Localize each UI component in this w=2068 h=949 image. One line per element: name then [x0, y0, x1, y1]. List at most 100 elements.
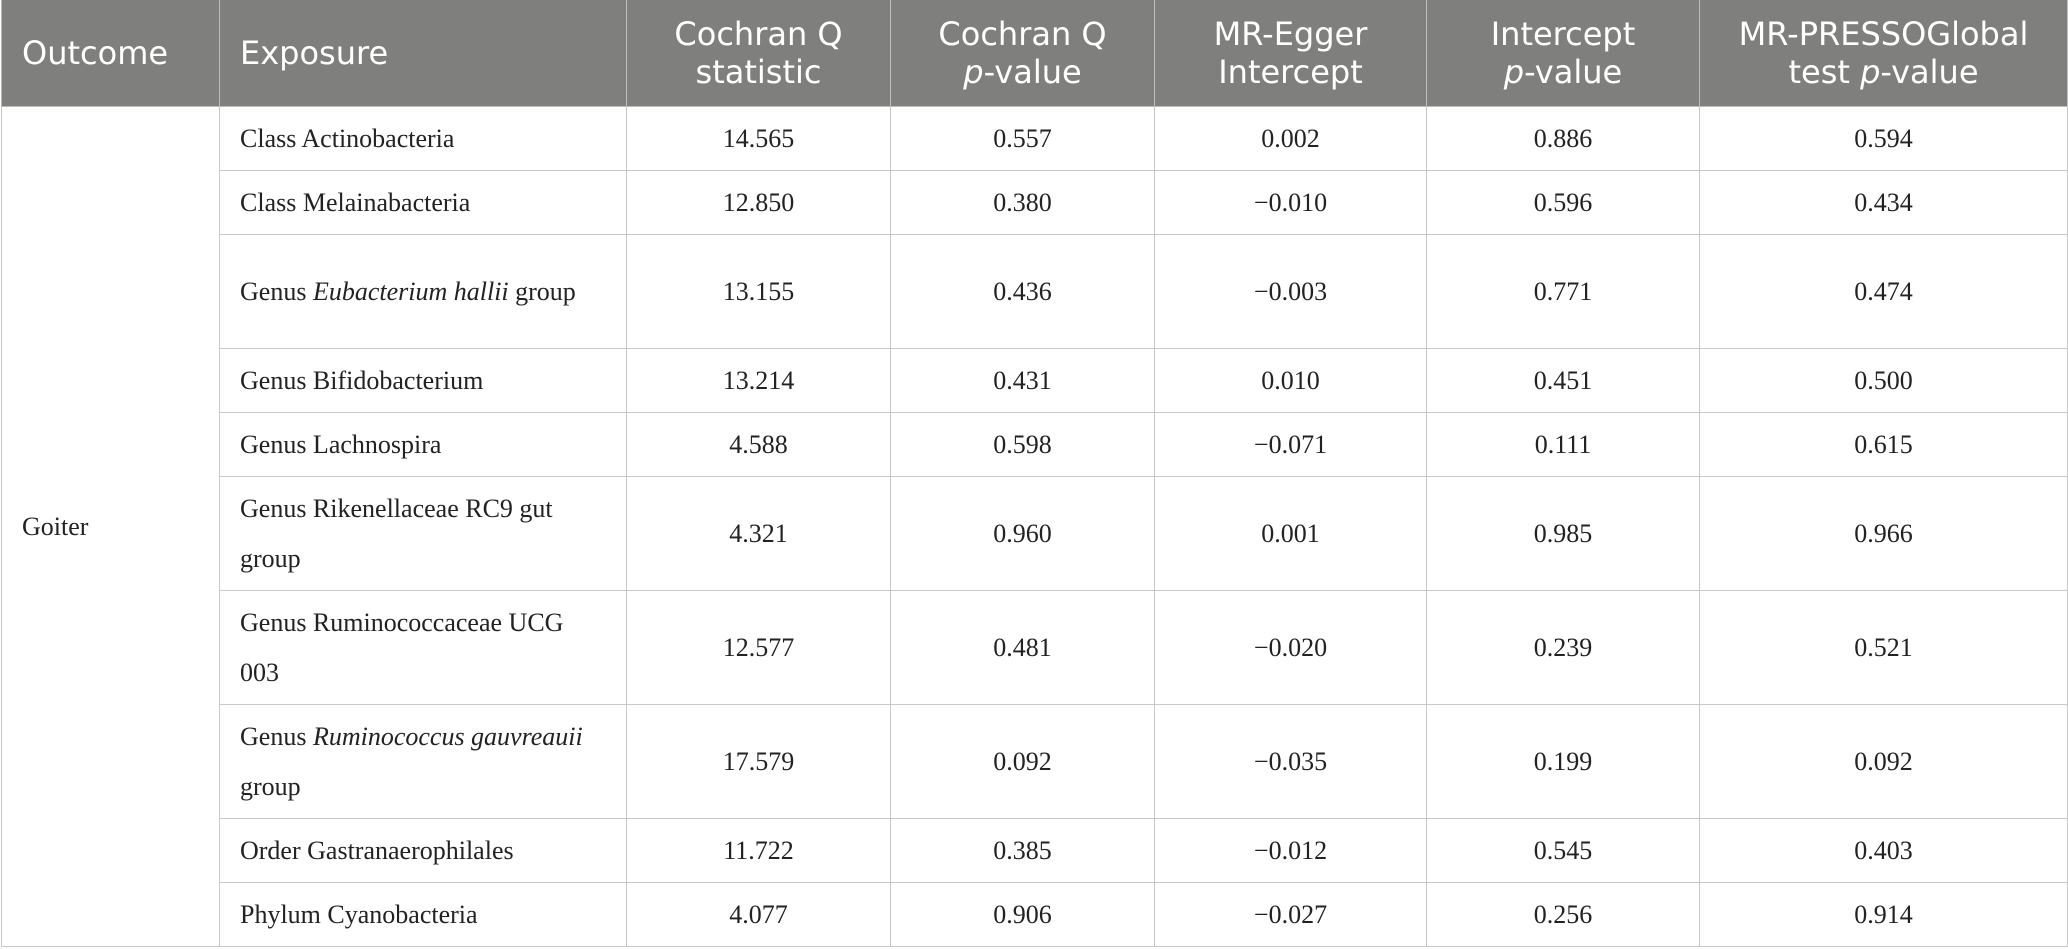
intercept-pvalue-cell: 0.545	[1426, 818, 1700, 883]
header-value-suffix: -value	[1880, 53, 1979, 91]
outcome-cell: Goiter	[1, 106, 220, 947]
exposure-text: Genus Bifidobacterium	[240, 365, 484, 395]
intercept-pvalue-cell: 0.985	[1426, 476, 1700, 591]
exposure-cell: Class Melainabacteria	[219, 170, 627, 235]
mr-egger-intercept-cell: −0.035	[1154, 704, 1427, 819]
cochran-q-statistic-cell: 4.588	[626, 412, 891, 477]
table-row: Goiter Class Actinobacteria 14.565 0.557 0.0…	[1, 106, 2068, 947]
exposure-text-suffix: group	[508, 276, 576, 306]
header-intercept-pvalue-line2: p-value	[1439, 53, 1687, 91]
exposure-text: Genus Rikenellaceae RC9 gut group	[240, 493, 553, 573]
header-mr-egger-intercept: MR-Egger Intercept	[1154, 0, 1427, 107]
cochran-q-statistic-cell: 17.579	[626, 704, 891, 819]
mr-egger-intercept-cell: 0.002	[1154, 106, 1427, 171]
mr-presso-pvalue-cell: 0.521	[1699, 590, 2068, 705]
header-intercept-pvalue-line1: Intercept	[1490, 15, 1636, 53]
intercept-pvalue-cell: 0.199	[1426, 704, 1700, 819]
cochran-q-pvalue-cell: 0.598	[890, 412, 1155, 477]
table-row: Order Gastranaerophilales 11.722 0.385 −0.0…	[2, 818, 2068, 883]
mr-presso-pvalue-cell: 0.434	[1699, 170, 2068, 235]
header-mr-presso-line1: MR-PRESSOGlobal	[1738, 15, 2029, 53]
header-value-suffix: -value	[1524, 53, 1623, 91]
exposure-text: Order Gastranaerophilales	[240, 835, 514, 865]
exposure-text: Genus Lachnospira	[240, 429, 442, 459]
exposure-text: Genus Ruminococcaceae UCG 003	[240, 607, 564, 687]
exposure-cell: Genus Ruminococcaceae UCG 003	[219, 590, 627, 705]
header-p-italic: p	[1860, 53, 1881, 91]
cochran-q-pvalue-cell: 0.436	[890, 234, 1155, 349]
exposure-text: Class Actinobacteria	[240, 123, 455, 153]
table-row: Genus Eubacterium hallii group 13.155 0.43…	[2, 234, 2068, 349]
intercept-pvalue-cell: 0.239	[1426, 590, 1700, 705]
exposure-italic-text: Eubacterium hallii	[312, 276, 509, 306]
mr-presso-pvalue-cell: 0.615	[1699, 412, 2068, 477]
header-cochran-q-statistic: Cochran Q statistic	[626, 0, 891, 107]
mr-presso-pvalue-cell: 0.594	[1699, 106, 2068, 171]
intercept-pvalue-cell: 0.111	[1426, 412, 1700, 477]
table-row: Genus Ruminococcus gauvreauii group 17.57…	[2, 704, 2068, 819]
cochran-q-pvalue-cell: 0.385	[890, 818, 1155, 883]
cochran-q-pvalue-cell: 0.431	[890, 348, 1155, 413]
table-row: Genus Lachnospira 4.588 0.598 −0.071 0.111 0.…	[2, 412, 2068, 477]
cochran-q-pvalue-cell: 0.092	[890, 704, 1155, 819]
cochran-q-pvalue-cell: 0.960	[890, 476, 1155, 591]
exposure-cell: Genus Lachnospira	[219, 412, 627, 477]
exposure-cell: Genus Eubacterium hallii group	[219, 234, 627, 349]
header-cochran-q-pvalue-line2: p-value	[903, 53, 1142, 91]
mr-presso-pvalue-cell: 0.403	[1699, 818, 2068, 883]
exposure-cell: Order Gastranaerophilales	[219, 818, 627, 883]
cochran-q-statistic-cell: 14.565	[626, 106, 891, 171]
mr-egger-intercept-cell: −0.020	[1154, 590, 1427, 705]
cochran-q-pvalue-cell: 0.481	[890, 590, 1155, 705]
intercept-pvalue-cell: 0.256	[1426, 882, 1700, 947]
mr-presso-pvalue-cell: 0.914	[1699, 882, 2068, 947]
table-row: Class Melainabacteria 12.850 0.380 −0.010 0.…	[2, 170, 2068, 235]
header-cochran-q-pvalue-line1: Cochran Q	[938, 15, 1107, 53]
exposure-cell: Genus Rikenellaceae RC9 gut group	[219, 476, 627, 591]
cochran-q-statistic-cell: 13.155	[626, 234, 891, 349]
mr-egger-intercept-cell: 0.010	[1154, 348, 1427, 413]
exposure-cell: Phylum Cyanobacteria	[219, 882, 627, 947]
mr-presso-pvalue-cell: 0.966	[1699, 476, 2068, 591]
cochran-q-pvalue-cell: 0.557	[890, 106, 1155, 171]
cochran-q-pvalue-cell: 0.906	[890, 882, 1155, 947]
table-row: Genus Bifidobacterium 13.214 0.431 0.010 0.4…	[2, 348, 2068, 413]
intercept-pvalue-cell: 0.886	[1426, 106, 1700, 171]
header-mr-presso-global: MR-PRESSOGlobal test p-value	[1699, 0, 2068, 107]
exposure-cell: Genus Ruminococcus gauvreauii group	[219, 704, 627, 819]
intercept-pvalue-cell: 0.451	[1426, 348, 1700, 413]
exposure-text: Genus	[240, 276, 313, 306]
table-row: Genus Rikenellaceae RC9 gut group 4.321 0.…	[2, 476, 2068, 591]
cochran-q-pvalue-cell: 0.380	[890, 170, 1155, 235]
mr-egger-intercept-cell: −0.010	[1154, 170, 1427, 235]
cochran-q-statistic-cell: 12.577	[626, 590, 891, 705]
header-value-suffix: -value	[983, 53, 1082, 91]
header-exposure: Exposure	[219, 0, 627, 107]
table-row: Phylum Cyanobacteria 4.077 0.906 −0.027 0.25…	[2, 882, 2068, 947]
mr-egger-intercept-cell: −0.071	[1154, 412, 1427, 477]
exposure-text: Genus	[240, 721, 313, 751]
mr-egger-intercept-cell: −0.012	[1154, 818, 1427, 883]
header-mr-presso-line2: test p-value	[1712, 53, 2055, 91]
mr-egger-intercept-cell: −0.003	[1154, 234, 1427, 349]
table-body: Goiter Class Actinobacteria 14.565 0.557 0.0…	[1, 106, 2068, 947]
exposure-italic-text: Ruminococcus gauvreauii	[312, 721, 583, 751]
header-test-prefix: test	[1788, 53, 1861, 91]
header-intercept-pvalue: Intercept p-value	[1426, 0, 1700, 107]
mr-egger-intercept-cell: 0.001	[1154, 476, 1427, 591]
header-mr-egger-line2: Intercept	[1218, 53, 1363, 91]
cochran-q-statistic-cell: 12.850	[626, 170, 891, 235]
header-cochran-q-statistic-line2: statistic	[695, 53, 822, 91]
exposure-text-suffix: group	[240, 771, 301, 801]
header-cochran-q-statistic-line1: Cochran Q	[674, 15, 843, 53]
mr-presso-pvalue-cell: 0.092	[1699, 704, 2068, 819]
header-outcome: Outcome	[1, 0, 220, 107]
header-cochran-q-pvalue: Cochran Q p-value	[890, 0, 1155, 107]
header-mr-egger-line1: MR-Egger	[1213, 15, 1368, 53]
table-header: Outcome Exposure Cochran Q statistic Coc…	[1, 0, 2068, 107]
mr-presso-pvalue-cell: 0.474	[1699, 234, 2068, 349]
intercept-pvalue-cell: 0.596	[1426, 170, 1700, 235]
exposure-cell: Genus Bifidobacterium	[219, 348, 627, 413]
header-p-italic: p	[963, 53, 984, 91]
